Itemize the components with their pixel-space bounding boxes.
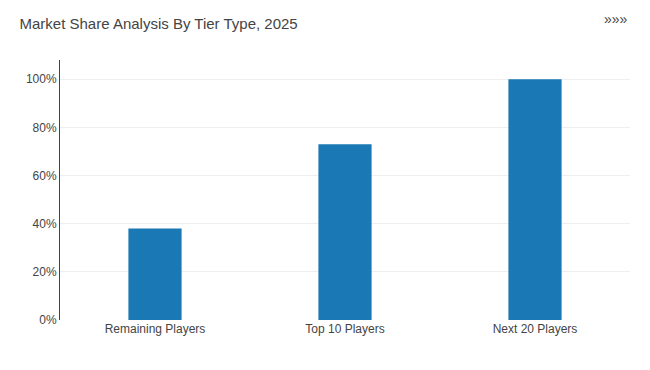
svg-text:»»»: »»» <box>604 11 628 27</box>
svg-text:Top 10 Players: Top 10 Players <box>305 322 384 336</box>
svg-text:80%: 80% <box>33 121 57 135</box>
svg-text:0%: 0% <box>39 313 57 327</box>
svg-text:100%: 100% <box>26 72 57 86</box>
svg-text:20%: 20% <box>33 265 57 279</box>
svg-text:Remaining Players: Remaining Players <box>105 322 206 336</box>
svg-text:60%: 60% <box>33 169 57 183</box>
svg-text:Next 20 Players: Next 20 Players <box>493 322 578 336</box>
svg-text:40%: 40% <box>33 217 57 231</box>
svg-text:Market Share Analysis By Tier: Market Share Analysis By Tier Type, 2025 <box>20 15 298 32</box>
